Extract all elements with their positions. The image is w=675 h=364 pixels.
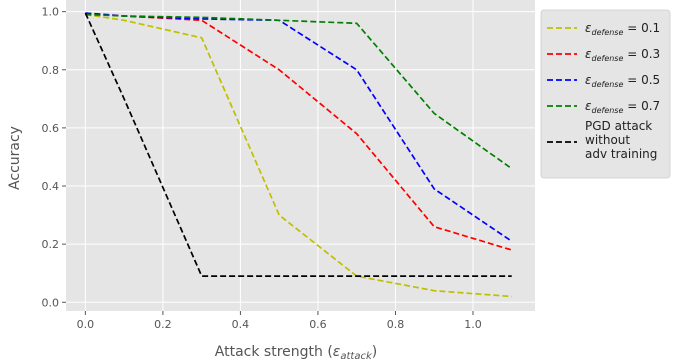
legend-symbol: ε [585, 21, 592, 35]
x-axis-label-symbol: ε [333, 344, 341, 360]
legend-symbol: ε [585, 47, 592, 61]
legend-box [540, 9, 671, 179]
x-tick-label: 1.0 [464, 318, 482, 331]
series-line-4 [85, 13, 513, 170]
legend-value: = 0.3 [623, 47, 660, 61]
y-tick-label: 0.4 [42, 180, 60, 193]
legend-label-5-line-2: without [585, 133, 630, 147]
x-axis-label-suffix: ) [372, 344, 377, 360]
series-line-1 [85, 13, 512, 298]
legend-subscript: defense [592, 28, 624, 37]
legend-label-5-line-3: adv training [585, 147, 657, 161]
x-tick-label: 0.0 [77, 318, 95, 331]
series-group [84, 12, 513, 298]
y-tick-label: 0.2 [42, 238, 60, 251]
plot-background [66, 0, 535, 311]
x-axis-label-text: Attack strength ( [215, 344, 333, 360]
legend-label-4: εdefense = 0.7 [585, 99, 660, 115]
legend-value: = 0.7 [623, 99, 660, 113]
legend-value: = 0.1 [623, 21, 660, 35]
legend-label-2: εdefense = 0.3 [585, 47, 660, 63]
legend-label-5-line-1: PGD attack [585, 119, 652, 133]
x-axis-ticks: 0.0 0.2 0.4 0.6 0.8 1.0 [77, 311, 482, 331]
series-line-5 [84, 12, 512, 277]
x-tick-label: 0.6 [309, 318, 327, 331]
x-tick-label: 0.8 [387, 318, 405, 331]
y-tick-label: 0.8 [42, 64, 60, 77]
y-axis-ticks: 0.0 0.2 0.4 0.6 0.8 1.0 [42, 6, 66, 309]
y-axis-label: Accuracy [7, 126, 23, 190]
x-tick-label: 0.2 [154, 318, 172, 331]
x-tick-label: 0.4 [232, 318, 250, 331]
legend-subscript: defense [592, 54, 624, 63]
grid [66, 0, 535, 311]
legend-symbol: ε [585, 99, 592, 113]
y-tick-label: 1.0 [42, 6, 60, 19]
y-tick-label: 0.0 [42, 296, 60, 309]
x-axis-label-subscript: attack [340, 351, 373, 362]
legend-subscript: defense [592, 106, 624, 115]
legend-subscript: defense [592, 80, 624, 89]
legend-label-3: εdefense = 0.5 [585, 73, 660, 89]
legend-label-1: εdefense = 0.1 [585, 21, 660, 37]
x-axis-label: Attack strength (εattack) [215, 344, 377, 362]
legend-value: = 0.5 [623, 73, 660, 87]
legend-symbol: ε [585, 73, 592, 87]
y-tick-label: 0.6 [42, 122, 60, 135]
